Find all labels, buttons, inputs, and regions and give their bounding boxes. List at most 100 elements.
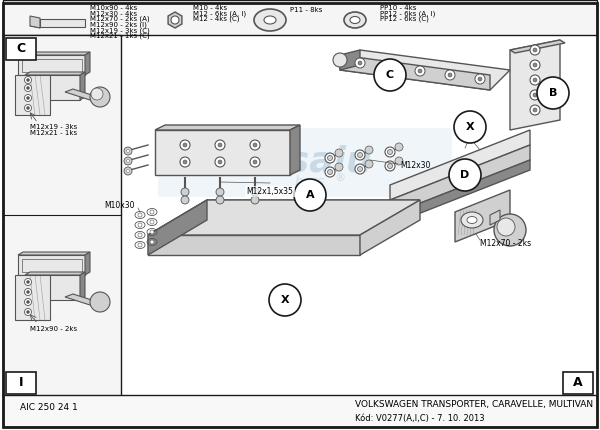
Circle shape	[530, 90, 540, 100]
Polygon shape	[455, 190, 510, 242]
Circle shape	[385, 161, 395, 171]
Bar	[3, 395, 597, 427]
Circle shape	[335, 149, 343, 157]
Circle shape	[26, 79, 29, 82]
Text: M12x21 - 1ks: M12x21 - 1ks	[30, 130, 77, 136]
Circle shape	[171, 16, 179, 24]
Circle shape	[358, 153, 362, 157]
Circle shape	[25, 85, 32, 92]
Ellipse shape	[350, 16, 360, 24]
Circle shape	[355, 164, 365, 174]
Circle shape	[138, 233, 142, 237]
Circle shape	[530, 105, 540, 115]
Circle shape	[478, 77, 482, 81]
Polygon shape	[290, 125, 300, 175]
Circle shape	[218, 143, 222, 147]
Polygon shape	[155, 130, 290, 175]
Polygon shape	[80, 272, 85, 300]
Circle shape	[251, 196, 259, 204]
Ellipse shape	[461, 212, 483, 228]
Polygon shape	[15, 75, 50, 115]
Circle shape	[183, 143, 187, 147]
Circle shape	[181, 188, 189, 196]
Text: M12x30: M12x30	[400, 160, 430, 169]
Circle shape	[475, 74, 485, 84]
Circle shape	[138, 213, 142, 217]
Circle shape	[328, 169, 332, 175]
Circle shape	[26, 310, 29, 313]
Polygon shape	[148, 200, 420, 235]
Circle shape	[445, 70, 455, 80]
Circle shape	[124, 167, 132, 175]
Circle shape	[533, 78, 537, 82]
Circle shape	[385, 62, 395, 72]
Polygon shape	[18, 55, 85, 75]
Circle shape	[365, 146, 373, 154]
Polygon shape	[168, 12, 182, 28]
Polygon shape	[85, 52, 90, 75]
Text: PP12 - 6ks (A, I): PP12 - 6ks (A, I)	[380, 10, 436, 17]
Polygon shape	[18, 252, 90, 255]
Circle shape	[180, 157, 190, 167]
Circle shape	[494, 214, 526, 246]
Circle shape	[183, 160, 187, 164]
Circle shape	[25, 279, 32, 286]
Circle shape	[150, 210, 154, 214]
Circle shape	[124, 147, 132, 155]
Polygon shape	[25, 272, 85, 275]
FancyBboxPatch shape	[158, 128, 452, 197]
Circle shape	[333, 53, 347, 67]
Circle shape	[533, 108, 537, 112]
Text: M12 - 4ks (C): M12 - 4ks (C)	[193, 16, 239, 22]
Circle shape	[25, 95, 32, 101]
Text: P11 - 8ks: P11 - 8ks	[290, 7, 322, 13]
Text: M12x19 - 3ks (C): M12x19 - 3ks (C)	[90, 27, 150, 34]
Circle shape	[250, 140, 260, 150]
Circle shape	[124, 157, 132, 165]
Circle shape	[127, 169, 130, 172]
Circle shape	[215, 140, 225, 150]
Text: M12x21 - 1ks (C): M12x21 - 1ks (C)	[90, 33, 149, 39]
Bar	[22, 259, 82, 272]
Circle shape	[328, 156, 332, 160]
Circle shape	[537, 77, 569, 109]
Text: ®: ®	[335, 173, 346, 183]
Circle shape	[374, 59, 406, 91]
Circle shape	[533, 48, 537, 52]
Circle shape	[91, 88, 103, 100]
Circle shape	[216, 188, 224, 196]
Circle shape	[90, 292, 110, 312]
Circle shape	[138, 223, 142, 227]
Bar	[22, 59, 82, 72]
Circle shape	[449, 159, 481, 191]
Ellipse shape	[467, 216, 477, 224]
Polygon shape	[148, 235, 360, 255]
Circle shape	[25, 298, 32, 305]
Polygon shape	[25, 75, 80, 100]
Text: A: A	[573, 377, 583, 390]
Bar	[6, 38, 36, 60]
Polygon shape	[65, 294, 98, 305]
Polygon shape	[390, 160, 530, 225]
Circle shape	[218, 160, 222, 164]
Circle shape	[294, 179, 326, 211]
Polygon shape	[390, 130, 530, 200]
Circle shape	[150, 230, 154, 234]
Text: M12x90 - 2ks: M12x90 - 2ks	[30, 326, 77, 332]
Circle shape	[497, 218, 515, 236]
Circle shape	[215, 157, 225, 167]
Circle shape	[325, 167, 335, 177]
Text: bars: bars	[295, 175, 325, 189]
Polygon shape	[148, 200, 420, 235]
Text: X: X	[466, 122, 475, 132]
Polygon shape	[40, 19, 85, 27]
Circle shape	[358, 166, 362, 172]
Polygon shape	[340, 55, 490, 90]
Circle shape	[26, 291, 29, 294]
Text: D: D	[460, 170, 470, 180]
Polygon shape	[510, 40, 560, 130]
Circle shape	[127, 150, 130, 153]
Text: M10x30: M10x30	[104, 202, 135, 211]
Text: C: C	[16, 42, 26, 55]
Ellipse shape	[344, 12, 366, 28]
